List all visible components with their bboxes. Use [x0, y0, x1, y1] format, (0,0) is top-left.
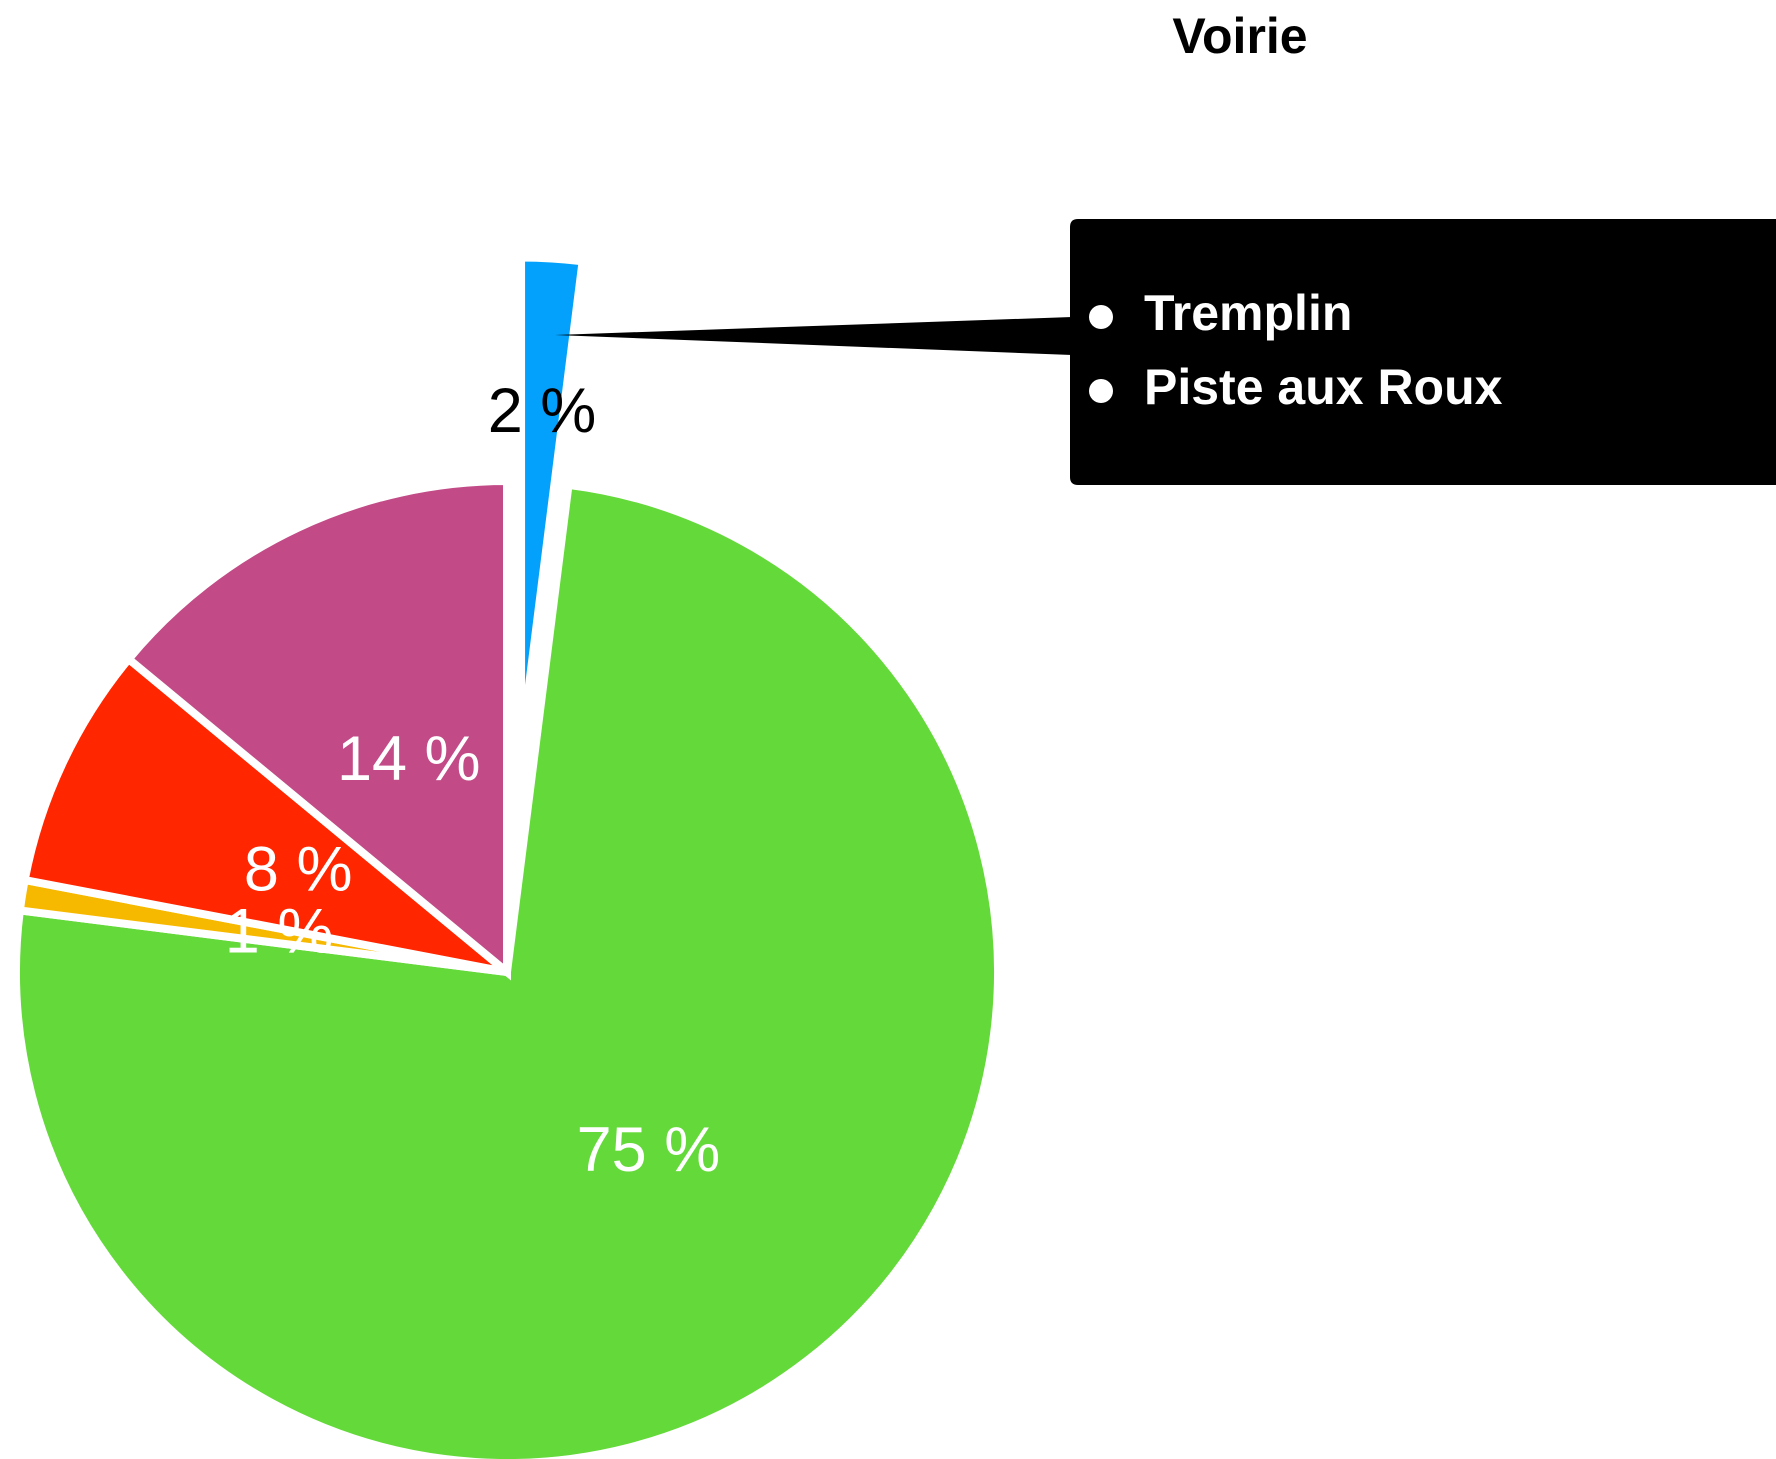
data-label: 75 %: [577, 1115, 721, 1185]
tooltip: Tremplin Piste aux Roux: [555, 219, 1776, 485]
data-label: 14 %: [337, 724, 481, 794]
tooltip-bullet: [1089, 379, 1113, 403]
chart-title: Voirie: [1172, 8, 1307, 64]
tooltip-pointer: [555, 317, 1072, 355]
pie: 2 % 75 % 1 %8 % 14 %: [12, 253, 1002, 1459]
tooltip-bullet: [1089, 305, 1113, 329]
data-label: 8 %: [244, 834, 353, 904]
pie-slice: [12, 480, 1002, 1459]
data-label: 1 %: [225, 897, 334, 967]
pie-slice: [123, 476, 511, 981]
tooltip-item: Piste aux Roux: [1144, 359, 1503, 415]
pie-slice: [517, 253, 588, 749]
tooltip-item: Tremplin: [1144, 285, 1352, 341]
tooltip-box: [1070, 219, 1776, 485]
pie-slice: [20, 653, 510, 976]
data-label: 2 %: [488, 376, 597, 446]
